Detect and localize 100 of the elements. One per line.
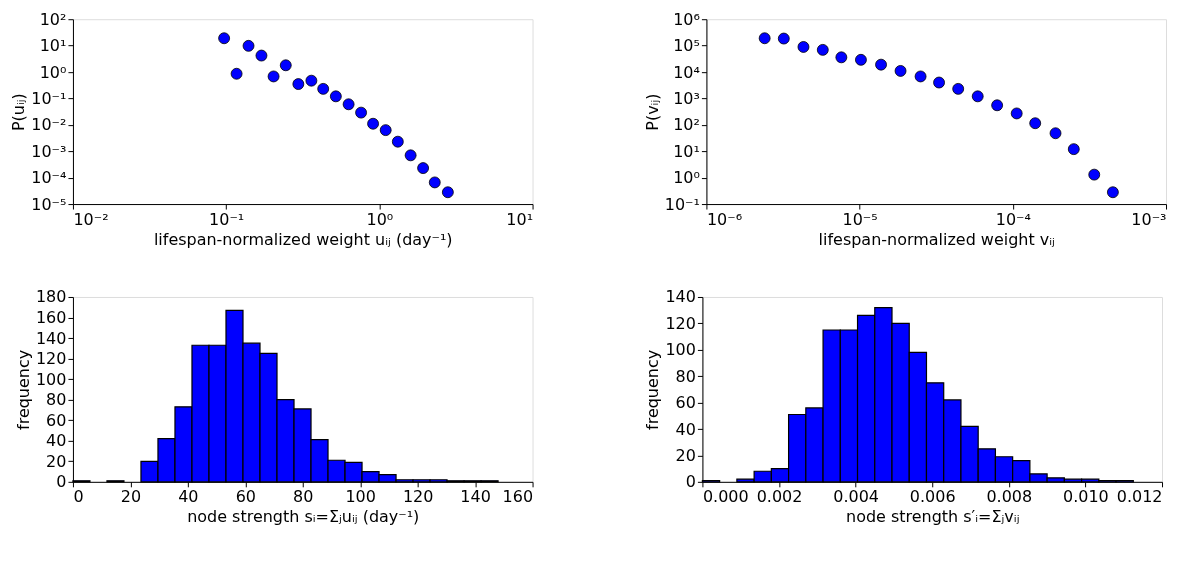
point: [391, 135, 404, 148]
x-tick-label: 10⁻⁶: [706, 209, 743, 229]
point: [441, 186, 454, 199]
point: [952, 83, 965, 95]
y-axis-title: frequency: [13, 349, 33, 430]
y-tick-label: 10⁻⁴: [31, 168, 67, 188]
x-axis-title: lifespan-normalized weight uᵢⱼ (day⁻¹): [153, 229, 453, 249]
x-tick-label: 10⁰: [366, 209, 394, 229]
y-tick-label: 10²: [39, 9, 67, 29]
x-axis-title: node strength sᵢ=Σⱼuᵢⱼ (day⁻¹): [187, 507, 420, 527]
x-axis-title: lifespan-normalized weight vᵢⱼ: [818, 229, 1055, 249]
point: [1107, 186, 1119, 199]
y-tick-label: 10⁵: [673, 36, 700, 56]
x-tick-label: 10¹: [506, 209, 534, 229]
x-tick-label: 0: [73, 487, 84, 507]
y-tick-label: 0: [56, 472, 67, 492]
point: [404, 149, 417, 162]
y-axis-title: frequency: [643, 349, 663, 430]
x-tick-label: 10⁻²: [73, 209, 109, 229]
point: [1029, 117, 1042, 130]
point: [875, 58, 887, 71]
point: [242, 39, 255, 52]
point: [279, 59, 292, 72]
y-tick-label: 10⁻¹: [664, 194, 700, 214]
point: [991, 99, 1004, 112]
y-tick-label: 140: [35, 328, 67, 348]
point: [355, 106, 367, 119]
point: [758, 32, 771, 45]
x-tick-label: 160: [502, 487, 534, 507]
y-tick-label: 10⁻³: [31, 141, 67, 161]
x-tick-label: 0.006: [909, 487, 956, 507]
point: [292, 78, 305, 90]
point: [1088, 168, 1101, 181]
y-tick-label: 180: [35, 287, 67, 307]
point: [855, 53, 867, 66]
y-tick-label: 40: [46, 431, 67, 451]
y-tick-label: 10⁰: [673, 168, 700, 188]
x-tick-label: 120: [402, 487, 434, 507]
x-tick-label: 10⁻¹: [209, 209, 245, 229]
point: [933, 76, 945, 89]
y-tick-label: 80: [46, 390, 67, 410]
y-tick-label: 140: [665, 287, 696, 307]
y-tick-label: 10²: [673, 115, 700, 135]
y-tick-label: 20: [46, 451, 67, 471]
y-tick-label: 10⁻²: [31, 115, 67, 135]
y-tick-label: 40: [675, 419, 696, 439]
point: [1010, 107, 1023, 120]
y-tick-label: 120: [665, 313, 696, 333]
point: [342, 98, 355, 111]
x-tick-label: 0.012: [1116, 487, 1163, 507]
x-tick-label: 60: [235, 487, 256, 507]
y-tick-label: 10⁶: [673, 9, 700, 29]
point: [797, 41, 810, 53]
y-axis-title: P(uᵢⱼ): [9, 93, 29, 132]
y-tick-label: 10⁻¹: [31, 88, 67, 108]
y-tick-label: 60: [46, 410, 67, 430]
point: [305, 74, 318, 87]
y-tick-label: 100: [665, 340, 696, 360]
point: [428, 176, 441, 189]
point: [230, 67, 243, 80]
point: [777, 32, 790, 45]
x-tick-label: 0.002: [756, 487, 803, 507]
point: [1067, 143, 1080, 156]
point: [218, 32, 230, 45]
x-tick-label: 0.004: [833, 487, 879, 507]
x-tick-label: 100: [345, 487, 376, 507]
y-tick-label: 100: [35, 369, 67, 389]
y-tick-label: 10⁰: [39, 62, 67, 82]
x-tick-label: 10⁻⁵: [842, 209, 878, 229]
y-tick-label: 10⁴: [673, 62, 700, 82]
point: [417, 162, 429, 174]
y-tick-label: 10⁻⁵: [31, 194, 67, 214]
y-tick-label: 60: [675, 393, 696, 413]
point: [379, 124, 392, 136]
point: [894, 65, 907, 77]
point: [367, 117, 379, 130]
y-axis-title: P(vᵢⱼ): [642, 93, 662, 131]
point: [816, 44, 829, 56]
y-tick-label: 160: [35, 308, 67, 328]
y-tick-label: 10³: [673, 88, 700, 108]
x-tick-label: 80: [293, 487, 314, 507]
point: [1049, 127, 1062, 140]
point: [971, 90, 984, 103]
y-tick-label: 120: [35, 349, 67, 369]
x-tick-label: 20: [120, 487, 142, 507]
x-axis-title: node strength s′ᵢ=Σⱼvᵢⱼ: [846, 507, 1020, 527]
point: [255, 49, 268, 62]
x-tick-label: 40: [178, 487, 199, 507]
y-tick-label: 10¹: [39, 36, 67, 56]
x-tick-label: 10⁻⁴: [995, 209, 1031, 229]
point: [317, 83, 330, 95]
x-tick-label: 0.008: [986, 487, 1033, 507]
point: [914, 70, 927, 83]
point: [329, 90, 342, 103]
y-tick-label: 80: [675, 366, 696, 386]
x-tick-label: 0.010: [1063, 487, 1109, 507]
x-tick-label: 10⁻³: [1131, 209, 1167, 229]
x-tick-label: 140: [460, 487, 491, 507]
y-tick-label: 0: [685, 472, 696, 492]
y-tick-label: 10¹: [673, 141, 700, 161]
